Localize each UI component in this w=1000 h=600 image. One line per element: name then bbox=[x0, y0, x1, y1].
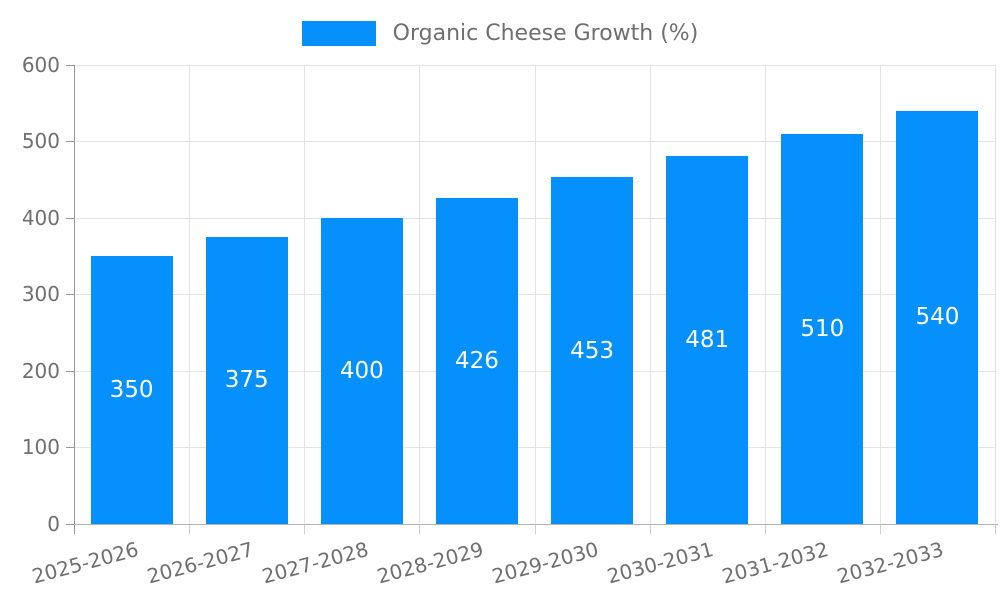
x-axis-tick bbox=[419, 524, 421, 534]
y-axis-tick bbox=[66, 447, 74, 449]
x-axis-label: 2032-2033 bbox=[834, 537, 947, 589]
x-axis-label: 2027-2028 bbox=[259, 537, 371, 589]
x-axis-line bbox=[74, 524, 998, 525]
legend-swatch bbox=[301, 20, 376, 46]
gridline-vertical bbox=[304, 64, 306, 524]
x-axis-label: 2030-2031 bbox=[604, 537, 717, 589]
x-axis-tick bbox=[764, 524, 766, 534]
x-axis-label: 2025-2026 bbox=[29, 537, 141, 589]
x-axis-tick bbox=[995, 524, 996, 534]
x-axis-label: 2029-2030 bbox=[489, 537, 602, 589]
y-axis-tick bbox=[66, 141, 74, 143]
y-axis-line bbox=[74, 64, 75, 534]
gridline-vertical bbox=[534, 64, 536, 524]
y-axis-tick bbox=[66, 64, 74, 66]
x-axis-tick bbox=[304, 524, 306, 534]
y-axis-tick bbox=[66, 370, 74, 372]
bar[interactable] bbox=[896, 110, 979, 524]
x-axis-tick bbox=[649, 524, 651, 534]
bar[interactable] bbox=[205, 236, 288, 524]
y-axis-label: 400 bbox=[21, 205, 60, 230]
legend-item[interactable]: Organic Cheese Growth (%) bbox=[0, 19, 1000, 47]
bar[interactable] bbox=[781, 133, 864, 524]
bar[interactable] bbox=[320, 217, 403, 524]
x-axis-label: 2028-2029 bbox=[374, 537, 486, 589]
y-axis-label: 100 bbox=[21, 435, 60, 460]
bar[interactable] bbox=[90, 256, 173, 524]
bar[interactable] bbox=[666, 155, 749, 524]
x-axis-tick bbox=[879, 524, 881, 534]
bar[interactable] bbox=[435, 197, 518, 524]
gridline-vertical bbox=[419, 64, 421, 524]
x-axis-label: 2026-2027 bbox=[144, 537, 256, 589]
x-axis-tick bbox=[189, 524, 191, 534]
x-axis-label: 2031-2032 bbox=[719, 537, 832, 589]
gridline-vertical bbox=[879, 64, 881, 524]
gridline-vertical bbox=[995, 64, 996, 524]
gridline-vertical bbox=[649, 64, 651, 524]
bar[interactable] bbox=[551, 177, 634, 524]
y-axis-label: 500 bbox=[21, 129, 60, 154]
y-axis-tick bbox=[66, 217, 74, 219]
x-axis-tick bbox=[534, 524, 536, 534]
gridline-vertical bbox=[189, 64, 191, 524]
y-axis-label: 0 bbox=[47, 512, 60, 536]
y-axis-label: 600 bbox=[21, 52, 60, 77]
y-axis-tick bbox=[66, 524, 74, 525]
y-axis-label: 200 bbox=[21, 358, 60, 383]
y-axis-label: 300 bbox=[21, 282, 60, 307]
legend-label: Organic Cheese Growth (%) bbox=[392, 20, 699, 46]
y-axis-tick bbox=[66, 294, 74, 296]
gridline-vertical bbox=[764, 64, 766, 524]
